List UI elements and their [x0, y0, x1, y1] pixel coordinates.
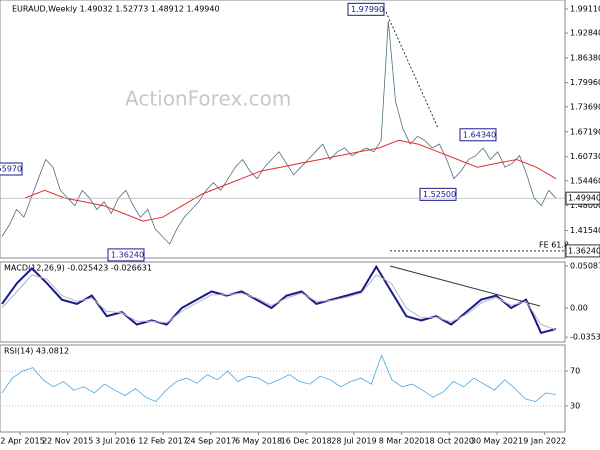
y-tick-label: 0.00: [570, 303, 588, 312]
x-tick-label: 6 May 2018: [235, 437, 282, 446]
fe-tag: [565, 244, 600, 258]
annotation-label: 1.97990: [351, 5, 384, 14]
y-tick-label: 1.99110: [570, 5, 600, 14]
y-tick-label: 1.48000: [570, 201, 600, 210]
y-tick-label: 1.73690: [570, 102, 600, 111]
rsi-title: RSI(14) 43.0812: [4, 347, 69, 356]
annotation-label: 1.64340: [463, 130, 496, 139]
x-tick-label: 28 Jul 2019: [331, 437, 376, 446]
price-title: EURAUD,Weekly 1.49032 1.52773 1.48912 1.…: [12, 5, 220, 14]
series-line: [1, 274, 557, 331]
y-tick-label: -0.035322: [570, 333, 600, 342]
series-line: [1, 354, 557, 403]
annotation-label: 1.36240: [111, 250, 144, 259]
annotation-label: 1.52500: [423, 190, 456, 199]
annotation-box: [419, 187, 457, 201]
rsi-panel: [0, 344, 566, 433]
y-tick-label: 1.54460: [570, 176, 600, 185]
macd-panel: [0, 261, 566, 343]
x-tick-label: 12 Apr 2015: [0, 437, 45, 446]
x-tick-label: 3 Jul 2016: [95, 437, 135, 446]
price-tag-label: 1.49940: [568, 194, 600, 203]
y-tick-label: 1.41540: [570, 226, 600, 235]
x-tick-label: 9 Jan 2022: [523, 437, 566, 446]
x-tick-label: 24 Sep 2017: [185, 437, 236, 446]
trend-line: [389, 265, 541, 307]
annotation-box: [0, 162, 23, 176]
annotation-box: [107, 248, 145, 262]
fe-tag-label: 1.36240: [568, 246, 600, 255]
watermark: ActionForex.com: [125, 87, 291, 111]
series-line: [1, 20, 557, 245]
y-tick-label: 0.050873: [570, 261, 600, 270]
y-tick-label: 1.60730: [570, 152, 600, 161]
y-tick-label: 1.92840: [570, 29, 600, 38]
x-tick-label: 12 Feb 2017: [138, 437, 188, 446]
x-tick-label: 30 May 2021: [471, 437, 523, 446]
x-tick-label: 8 Mar 2020: [379, 437, 425, 446]
x-tick-label: 18 Oct 2020: [425, 437, 474, 446]
macd-title: MACD(12,26,9) -0.025423 -0.026631: [4, 264, 152, 273]
x-tick-label: 22 Nov 2015: [42, 437, 93, 446]
y-tick-label: 70: [570, 367, 580, 376]
y-tick-label: 1.67190: [570, 127, 600, 136]
annotation-box: [459, 128, 497, 142]
annotation-label: 1.55970: [0, 165, 22, 174]
series-line: [24, 139, 557, 222]
price-tag: [565, 191, 600, 205]
y-tick-label: 1.86380: [570, 53, 600, 62]
fe-label: FE 61.8: [539, 240, 569, 249]
annotation-box: [347, 2, 385, 16]
price-panel: [0, 0, 566, 259]
y-tick-label: 30: [570, 401, 580, 410]
y-tick-label: 1.79960: [570, 78, 600, 87]
x-tick-label: 16 Dec 2018: [281, 437, 332, 446]
projection-line: [385, 11, 439, 129]
